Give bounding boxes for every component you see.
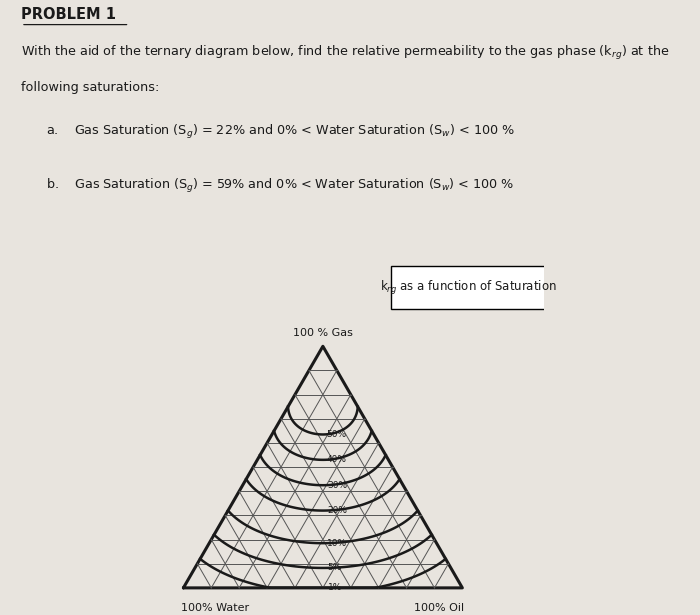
- Text: PROBLEM 1: PROBLEM 1: [21, 7, 116, 22]
- Text: following saturations:: following saturations:: [21, 81, 160, 94]
- Text: 10%: 10%: [328, 539, 347, 548]
- Text: 50%: 50%: [327, 430, 346, 439]
- Text: 30%: 30%: [327, 481, 347, 490]
- Text: k$_{rg}$ as a function of Saturation: k$_{rg}$ as a function of Saturation: [380, 279, 556, 296]
- FancyBboxPatch shape: [391, 266, 546, 309]
- Text: 100% Water: 100% Water: [181, 603, 250, 613]
- Text: 5%: 5%: [328, 563, 342, 573]
- Text: 100% Oil: 100% Oil: [414, 603, 464, 613]
- Text: 1%: 1%: [328, 583, 342, 592]
- Text: 40%: 40%: [327, 455, 346, 464]
- Text: With the aid of the ternary diagram below, find the relative permeability to the: With the aid of the ternary diagram belo…: [21, 44, 669, 62]
- Text: 100 % Gas: 100 % Gas: [293, 328, 353, 338]
- Text: a.    Gas Saturation (S$_{g}$) = 22% and 0% < Water Saturation (S$_{w}$) < 100 %: a. Gas Saturation (S$_{g}$) = 22% and 0%…: [46, 123, 514, 141]
- Text: 20%: 20%: [327, 506, 347, 515]
- Text: b.    Gas Saturation (S$_{g}$) = 59% and 0% < Water Saturation (S$_{w}$) < 100 %: b. Gas Saturation (S$_{g}$) = 59% and 0%…: [46, 177, 514, 195]
